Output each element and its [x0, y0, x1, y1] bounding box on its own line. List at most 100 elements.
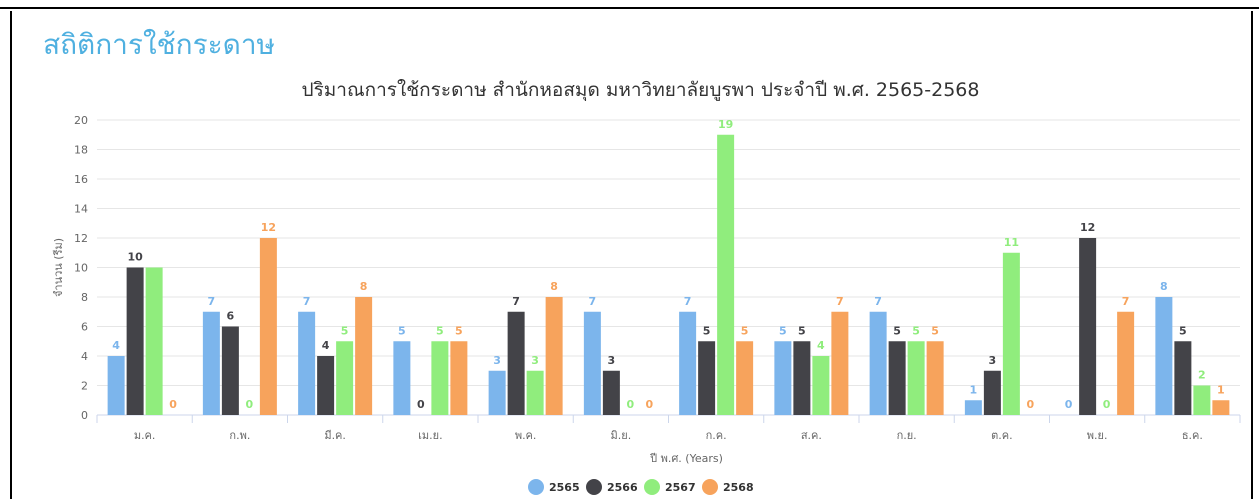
bar-2567	[812, 356, 830, 415]
legend-label-2566: 2566	[607, 481, 638, 494]
bar-2568	[259, 238, 277, 415]
data-label-2565: 3	[493, 354, 501, 367]
bar-2567	[526, 370, 544, 415]
data-label-2565: 7	[303, 295, 311, 308]
chart-title: ปริมาณการใช้กระดาษ สำนักหอสมุด มหาวิทยาล…	[302, 79, 980, 102]
y-axis-label: จำนวน (รีม)	[52, 238, 65, 297]
data-label-2565: 1	[970, 383, 978, 396]
data-label-2568: 5	[455, 324, 463, 337]
bar-2567	[717, 134, 735, 415]
bar-2568	[831, 311, 849, 415]
data-label-2566: 0	[417, 398, 425, 411]
data-label-2566: 5	[1179, 324, 1187, 337]
data-label-2568: 8	[360, 280, 368, 293]
bar-2566	[507, 311, 525, 415]
data-label-2568: 7	[836, 295, 844, 308]
bar-2567	[1002, 252, 1020, 415]
y-tick-label: 6	[81, 321, 88, 334]
x-tick-label: ต.ค.	[991, 429, 1013, 442]
x-tick-label: พ.ค.	[515, 429, 537, 442]
bar-2567	[145, 267, 163, 415]
top-border	[0, 0, 1259, 9]
data-label-2567: 0	[1103, 398, 1111, 411]
bar-2566	[888, 341, 906, 415]
bar-2568	[926, 341, 944, 415]
legend-label-2567: 2567	[665, 481, 696, 494]
data-label-2568: 5	[931, 324, 939, 337]
bar-2568	[736, 341, 754, 415]
data-label-2565: 5	[398, 324, 406, 337]
bar-2566	[698, 341, 716, 415]
bar-2565	[774, 341, 792, 415]
bar-2566	[126, 267, 144, 415]
data-label-2566: 10	[127, 251, 143, 264]
bar-2566	[1174, 341, 1192, 415]
data-label-2567: 0	[627, 398, 635, 411]
y-tick-label: 16	[74, 173, 88, 186]
legend-marker-2567	[644, 479, 660, 495]
bar-2567	[431, 341, 449, 415]
bar-2565	[964, 400, 982, 415]
bar-2566	[221, 326, 239, 415]
x-tick-label: ก.ค.	[706, 429, 727, 442]
bar-2566	[983, 370, 1001, 415]
y-tick-label: 20	[74, 114, 88, 127]
y-tick-label: 10	[74, 262, 88, 275]
bar-2565	[202, 311, 220, 415]
legend-marker-2568	[702, 479, 718, 495]
bar-2565	[393, 341, 411, 415]
bar-2568	[355, 297, 373, 415]
data-label-2566: 3	[989, 354, 997, 367]
y-tick-label: 0	[81, 409, 88, 422]
data-label-2567: 3	[531, 354, 539, 367]
data-label-2566: 5	[703, 324, 711, 337]
y-tick-label: 4	[81, 350, 88, 363]
data-label-2568: 0	[169, 398, 177, 411]
data-label-2568: 12	[261, 221, 276, 234]
bar-2565	[583, 311, 601, 415]
data-label-2566: 12	[1080, 221, 1095, 234]
data-label-2566: 5	[798, 324, 806, 337]
data-label-2568: 8	[550, 280, 558, 293]
bar-2568	[450, 341, 468, 415]
data-label-2565: 7	[684, 295, 692, 308]
y-tick-label: 8	[81, 291, 88, 304]
data-label-2567: 5	[912, 324, 920, 337]
data-label-2568: 0	[646, 398, 654, 411]
bar-2567	[336, 341, 354, 415]
data-label-2565: 7	[208, 295, 216, 308]
bar-2565	[107, 356, 125, 415]
bar-2566	[602, 370, 620, 415]
data-label-2565: 7	[874, 295, 882, 308]
bar-2566	[793, 341, 811, 415]
y-tick-label: 14	[74, 203, 88, 216]
y-tick-label: 2	[81, 380, 88, 393]
bar-2566	[1079, 238, 1097, 415]
bar-2565	[298, 311, 316, 415]
bar-2565	[488, 370, 506, 415]
data-label-2566: 7	[512, 295, 520, 308]
data-label-2567: 19	[718, 118, 733, 131]
y-tick-label: 18	[74, 144, 88, 157]
bar-2567	[907, 341, 925, 415]
data-label-2565: 5	[779, 324, 787, 337]
data-label-2565: 4	[112, 339, 120, 352]
bar-2565	[869, 311, 887, 415]
data-label-2566: 3	[608, 354, 616, 367]
y-tick-label: 12	[74, 232, 88, 245]
x-tick-label: มิ.ย.	[611, 429, 632, 442]
data-label-2565: 8	[1160, 280, 1168, 293]
data-label-2566: 6	[227, 310, 235, 323]
x-tick-label: พ.ย.	[1087, 429, 1108, 442]
legend-marker-2565	[528, 479, 544, 495]
bar-2568	[545, 297, 563, 415]
data-label-2565: 0	[1065, 398, 1073, 411]
data-label-2566: 5	[893, 324, 901, 337]
data-label-2566: 4	[322, 339, 330, 352]
page-heading: สถิติการใช้กระดาษ	[43, 28, 276, 61]
data-label-2567: 11	[1004, 236, 1019, 249]
bar-2567	[1193, 385, 1211, 415]
data-label-2567: 0	[246, 398, 254, 411]
bar-2565	[679, 311, 697, 415]
